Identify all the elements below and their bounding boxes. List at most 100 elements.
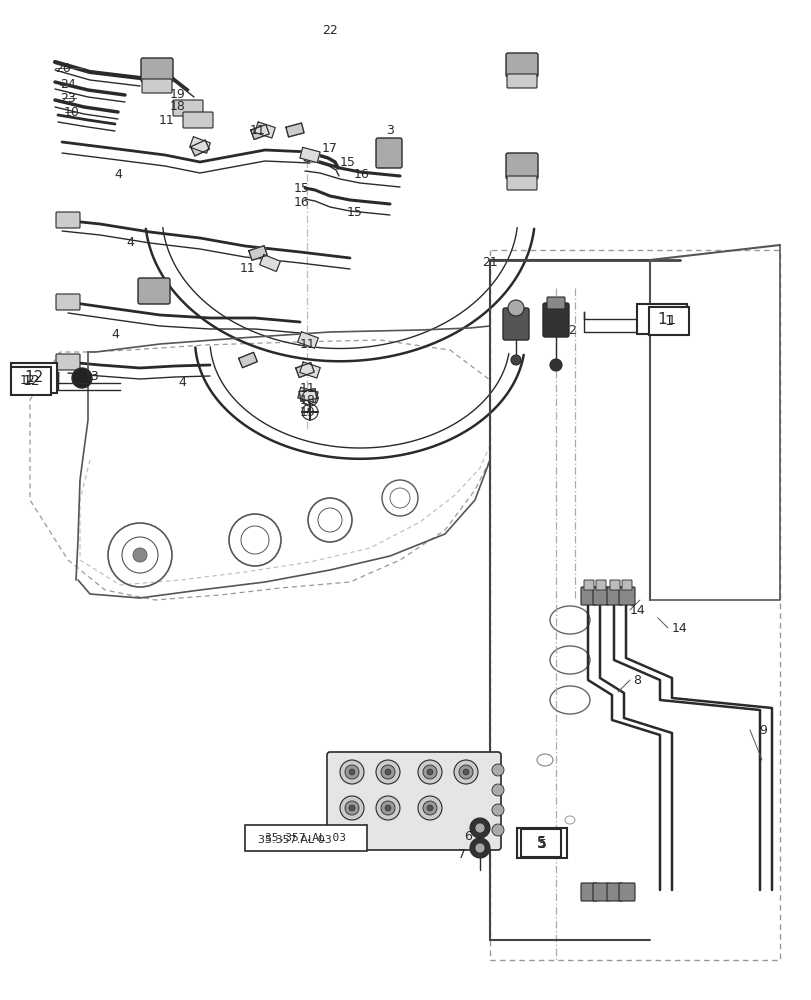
Circle shape: [418, 760, 441, 784]
FancyBboxPatch shape: [618, 587, 634, 605]
Circle shape: [349, 769, 354, 775]
FancyBboxPatch shape: [592, 883, 608, 901]
Text: 5: 5: [536, 836, 545, 850]
FancyBboxPatch shape: [517, 828, 566, 858]
FancyBboxPatch shape: [595, 580, 605, 590]
Text: 21: 21: [482, 256, 497, 269]
Circle shape: [340, 760, 363, 784]
Text: 24: 24: [60, 79, 75, 92]
FancyBboxPatch shape: [583, 580, 594, 590]
Circle shape: [345, 801, 358, 815]
Circle shape: [491, 784, 504, 796]
FancyBboxPatch shape: [506, 176, 536, 190]
FancyBboxPatch shape: [182, 112, 212, 128]
Circle shape: [384, 805, 391, 811]
Text: 19: 19: [300, 406, 315, 420]
Polygon shape: [298, 332, 318, 348]
Polygon shape: [260, 255, 280, 271]
Text: 35.357.AL 03: 35.357.AL 03: [265, 833, 346, 843]
FancyBboxPatch shape: [138, 278, 169, 304]
Text: 13: 13: [84, 369, 100, 382]
Text: 15: 15: [340, 155, 355, 168]
FancyBboxPatch shape: [607, 587, 622, 605]
FancyBboxPatch shape: [607, 883, 622, 901]
FancyBboxPatch shape: [505, 153, 538, 179]
Text: 12: 12: [20, 373, 36, 386]
Circle shape: [384, 769, 391, 775]
Polygon shape: [248, 246, 267, 260]
FancyBboxPatch shape: [609, 580, 620, 590]
Text: 14: 14: [672, 621, 687, 635]
Text: 1: 1: [663, 314, 672, 328]
Text: 2: 2: [568, 324, 575, 336]
Polygon shape: [285, 123, 303, 137]
Text: 3: 3: [385, 123, 393, 136]
Text: 5: 5: [537, 836, 546, 850]
FancyBboxPatch shape: [11, 367, 51, 395]
Text: 18: 18: [169, 101, 186, 113]
Text: 12: 12: [22, 374, 40, 388]
FancyBboxPatch shape: [56, 354, 80, 370]
Circle shape: [470, 818, 489, 838]
Text: 11: 11: [300, 338, 315, 352]
Text: 5: 5: [539, 838, 547, 850]
FancyBboxPatch shape: [56, 212, 80, 228]
Text: 11: 11: [300, 381, 315, 394]
Text: 35.357.AL 03: 35.357.AL 03: [258, 835, 332, 845]
Circle shape: [549, 359, 561, 371]
FancyBboxPatch shape: [618, 883, 634, 901]
FancyBboxPatch shape: [547, 297, 564, 309]
Circle shape: [423, 765, 436, 779]
FancyBboxPatch shape: [581, 587, 596, 605]
FancyBboxPatch shape: [142, 79, 172, 93]
Text: 1: 1: [656, 312, 666, 326]
Text: 23: 23: [60, 92, 75, 104]
Circle shape: [458, 765, 473, 779]
FancyBboxPatch shape: [592, 587, 608, 605]
Text: 16: 16: [354, 168, 370, 182]
Text: 11: 11: [240, 261, 255, 274]
Circle shape: [375, 760, 400, 784]
FancyBboxPatch shape: [636, 304, 686, 334]
Polygon shape: [251, 125, 269, 139]
Circle shape: [423, 801, 436, 815]
Circle shape: [380, 801, 394, 815]
Circle shape: [474, 843, 484, 853]
Text: 4: 4: [111, 328, 118, 342]
Polygon shape: [255, 122, 275, 138]
Text: 20: 20: [55, 62, 71, 75]
Circle shape: [491, 764, 504, 776]
FancyBboxPatch shape: [245, 825, 367, 851]
FancyBboxPatch shape: [543, 303, 569, 337]
Polygon shape: [190, 137, 210, 153]
FancyBboxPatch shape: [56, 294, 80, 310]
Circle shape: [474, 823, 484, 833]
Circle shape: [508, 300, 523, 316]
Text: 9: 9: [758, 724, 766, 736]
Text: 15: 15: [346, 206, 363, 219]
Polygon shape: [299, 362, 320, 378]
Circle shape: [418, 796, 441, 820]
Text: 11: 11: [250, 123, 265, 136]
Polygon shape: [238, 352, 257, 368]
Polygon shape: [295, 363, 314, 377]
Circle shape: [453, 760, 478, 784]
Text: 16: 16: [294, 196, 310, 209]
Circle shape: [340, 796, 363, 820]
Circle shape: [375, 796, 400, 820]
Circle shape: [491, 824, 504, 836]
FancyBboxPatch shape: [648, 307, 689, 335]
FancyBboxPatch shape: [375, 138, 401, 168]
Text: 8: 8: [633, 674, 640, 686]
Circle shape: [349, 805, 354, 811]
Text: 4: 4: [114, 168, 122, 182]
Circle shape: [133, 548, 147, 562]
Circle shape: [462, 769, 469, 775]
Polygon shape: [299, 389, 316, 401]
Circle shape: [380, 765, 394, 779]
Text: 7: 7: [457, 848, 466, 860]
Text: 22: 22: [322, 23, 337, 36]
Text: 4: 4: [178, 375, 186, 388]
FancyBboxPatch shape: [327, 752, 500, 850]
Text: 6: 6: [464, 830, 471, 844]
